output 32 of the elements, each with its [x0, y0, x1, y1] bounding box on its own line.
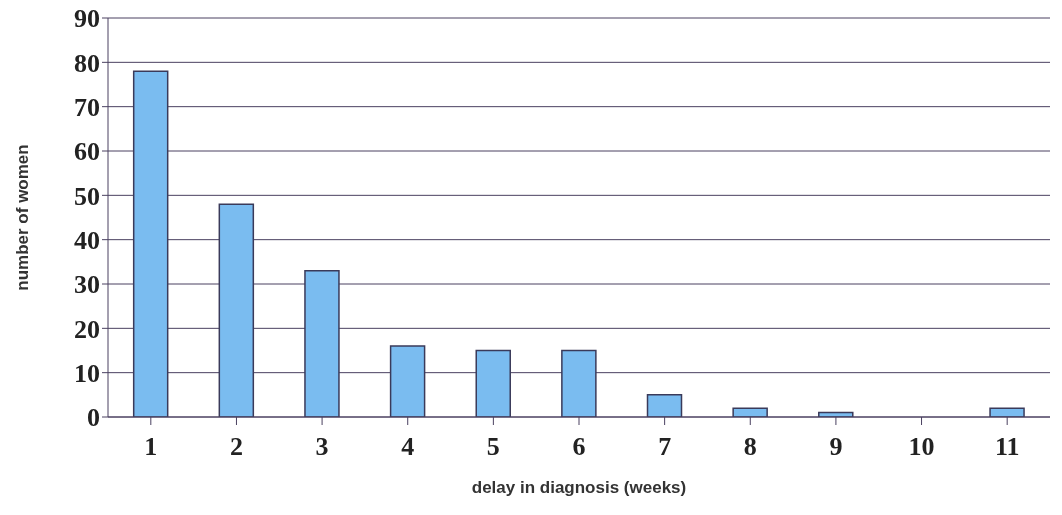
x-tick-label: 1	[144, 432, 158, 462]
y-tick-label: 10	[74, 358, 100, 388]
bar	[475, 349, 511, 417]
y-axis-title: number of women	[13, 144, 33, 291]
x-tick-label: 2	[229, 432, 243, 462]
y-tick-label: 30	[74, 270, 100, 300]
y-tick-label: 80	[74, 48, 100, 78]
x-tick-label: 6	[572, 432, 586, 462]
bar	[304, 269, 340, 417]
bar	[732, 407, 768, 417]
bar	[218, 203, 255, 417]
y-tick-label: 50	[74, 181, 100, 211]
x-tick-label: 4	[401, 432, 415, 462]
x-tick-label: 7	[658, 432, 672, 462]
x-tick-label: 3	[315, 432, 329, 462]
bar	[989, 407, 1025, 417]
bar	[132, 70, 169, 417]
x-tick-label: 5	[486, 432, 500, 462]
y-tick-label: 90	[74, 4, 100, 34]
y-tick-label: 40	[74, 225, 100, 255]
bar	[389, 345, 426, 417]
y-tick-label: 0	[87, 403, 100, 433]
x-tick-label: 10	[908, 432, 935, 462]
x-axis-title: delay in diagnosis (weeks)	[471, 478, 687, 497]
bar	[561, 349, 597, 417]
bar	[646, 394, 683, 417]
x-tick-label: 8	[743, 432, 757, 462]
y-tick-label: 20	[74, 314, 100, 344]
y-tick-label: 60	[74, 137, 100, 167]
x-tick-label: 11	[994, 432, 1020, 462]
x-tick-label: 9	[829, 432, 843, 462]
y-tick-label: 70	[74, 92, 100, 122]
